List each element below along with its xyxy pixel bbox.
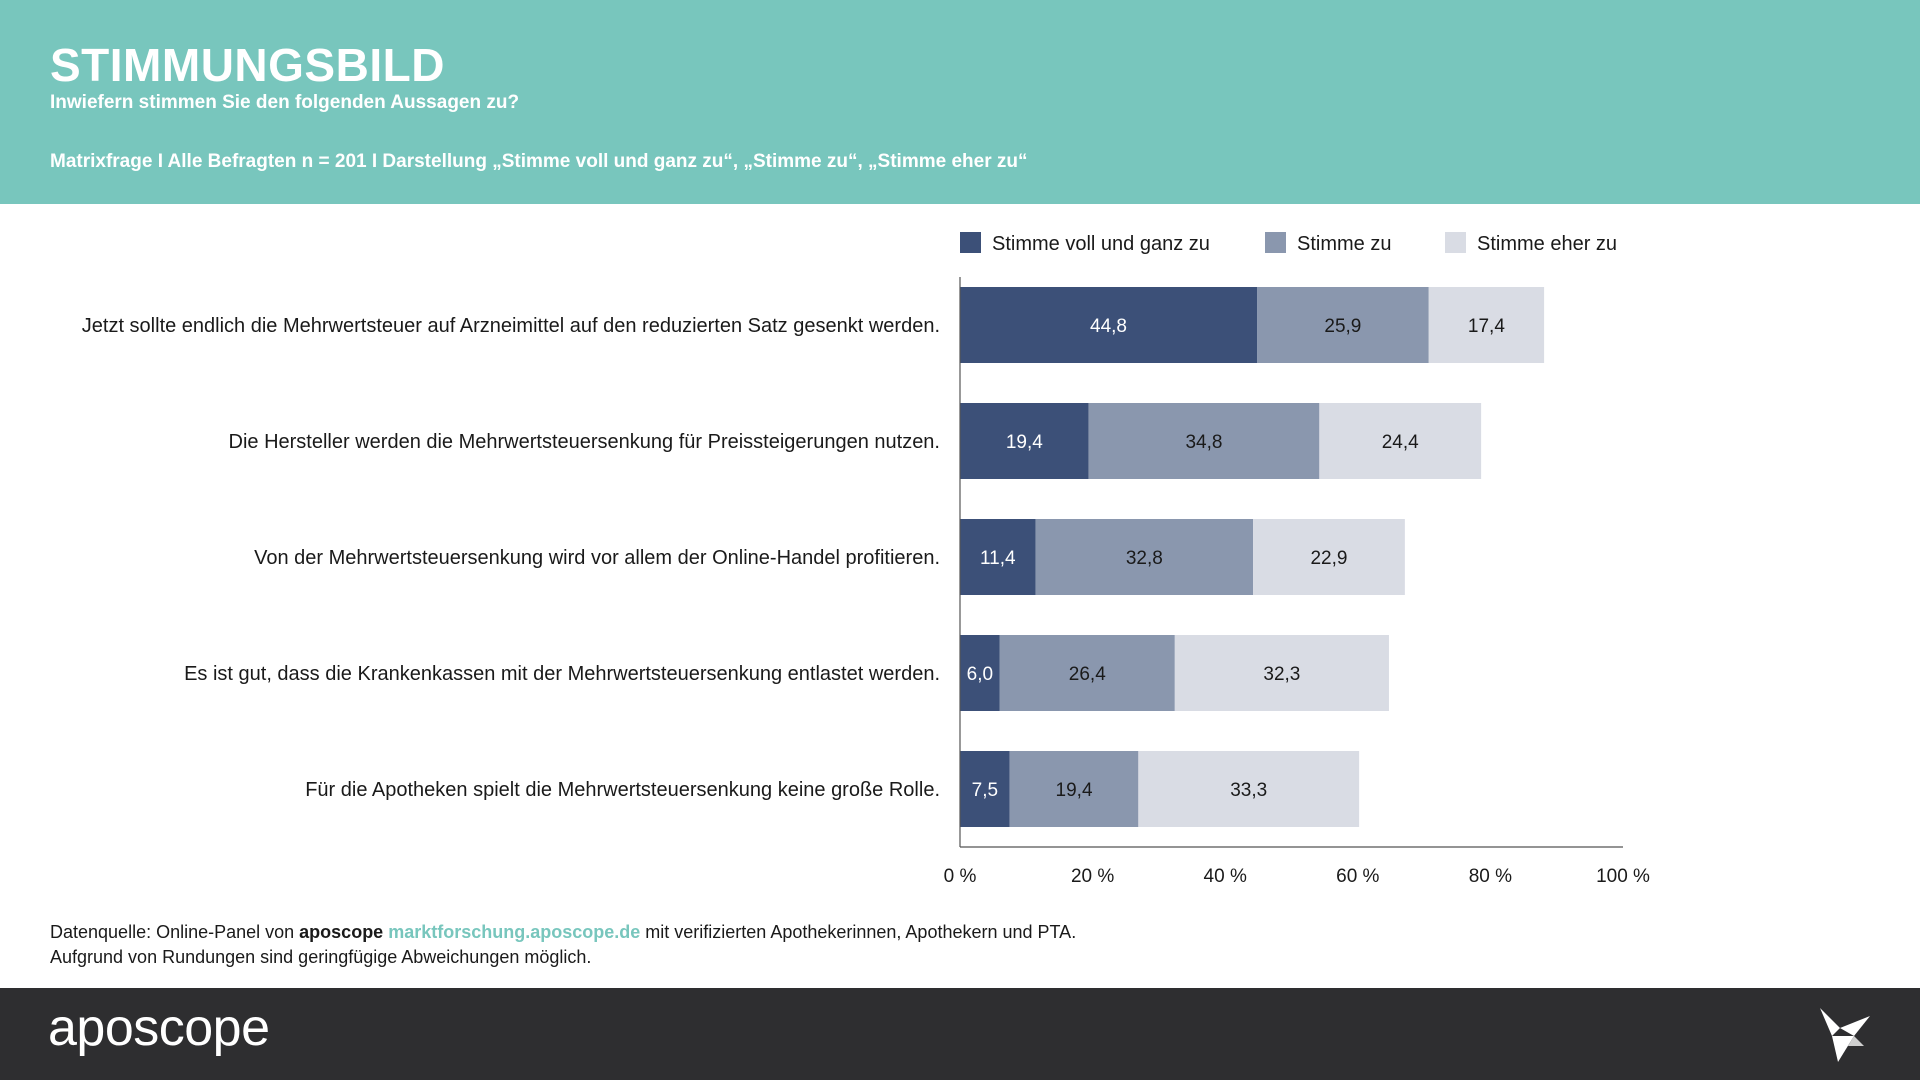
legend-swatch	[960, 232, 981, 253]
bar-segment	[999, 635, 1175, 711]
survey-meta: Matrixfrage I Alle Befragten n = 201 I D…	[50, 151, 1028, 172]
value-label: 24,4	[1382, 432, 1419, 453]
source-brand: aposcope	[299, 922, 384, 942]
value-label: 25,9	[1324, 316, 1361, 337]
bar-segment	[1035, 519, 1254, 595]
source-note: Datenquelle: Online-Panel von aposcope m…	[50, 920, 1076, 970]
source-suffix: mit verifizierten Apothekerinnen, Apothe…	[640, 922, 1077, 942]
bar-segment	[960, 751, 1010, 827]
value-label: 7,5	[972, 780, 998, 801]
bar-segment	[1009, 751, 1139, 827]
bar-segment	[1174, 635, 1389, 711]
bird-icon	[1820, 1008, 1870, 1062]
header-banner: STIMMUNGSBILD Inwiefern stimmen Sie den …	[0, 0, 1920, 204]
value-label: 32,3	[1263, 664, 1300, 685]
x-tick-label: 0 %	[944, 866, 977, 887]
page-subtitle: Inwiefern stimmen Sie den folgenden Auss…	[50, 92, 520, 113]
bar-segment	[1319, 403, 1482, 479]
bar-segment	[1257, 287, 1429, 363]
value-label: 19,4	[1056, 780, 1093, 801]
category-label: Es ist gut, dass die Krankenkassen mit d…	[184, 663, 940, 685]
value-label: 26,4	[1069, 664, 1106, 685]
bar-segment	[960, 287, 1258, 363]
value-label: 32,8	[1126, 548, 1163, 569]
x-tick-label: 60 %	[1336, 866, 1379, 887]
footer-bar: aposcope	[0, 988, 1920, 1080]
bar-segment	[1253, 519, 1405, 595]
legend-swatch	[1445, 232, 1466, 253]
value-label: 22,9	[1310, 548, 1347, 569]
bar-segment	[960, 635, 1000, 711]
legend-label: Stimme zu	[1297, 233, 1391, 255]
value-label: 33,3	[1230, 780, 1267, 801]
category-label: Für die Apotheken spielt die Mehrwertste…	[305, 779, 940, 801]
source-line-2: Aufgrund von Rundungen sind geringfügige…	[50, 947, 592, 967]
bar-segment	[960, 519, 1036, 595]
stacked-bar-chart: Stimme voll und ganz zu Stimme zu Stimme e…	[82, 232, 1650, 887]
value-label: 6,0	[967, 664, 993, 685]
x-tick-label: 20 %	[1071, 866, 1114, 887]
value-label: 19,4	[1006, 432, 1043, 453]
source-prefix: Datenquelle: Online-Panel von	[50, 922, 300, 942]
legend-label: Stimme eher zu	[1477, 233, 1617, 255]
category-label: Jetzt sollte endlich die Mehrwertsteuer …	[82, 315, 940, 337]
category-label: Von der Mehrwertsteuersenkung wird vor a…	[254, 547, 940, 569]
source-link[interactable]: marktforschung.aposcope.de	[388, 922, 641, 942]
bar-segment	[960, 403, 1089, 479]
page-title: STIMMUNGSBILD	[50, 39, 445, 91]
value-label: 44,8	[1090, 316, 1127, 337]
x-tick-label: 80 %	[1469, 866, 1512, 887]
legend-swatch	[1265, 232, 1286, 253]
x-tick-label: 40 %	[1204, 866, 1247, 887]
bar-segment	[1428, 287, 1545, 363]
value-label: 34,8	[1185, 432, 1222, 453]
x-tick-label: 100 %	[1596, 866, 1650, 887]
category-label: Die Hersteller werden die Mehrwertsteuer…	[229, 431, 940, 453]
value-label: 17,4	[1468, 316, 1505, 337]
bar-segment	[1138, 751, 1360, 827]
legend-label: Stimme voll und ganz zu	[992, 233, 1210, 255]
aposcope-logo: aposcope	[48, 999, 270, 1057]
source-line-1: Datenquelle: Online-Panel von aposcope m…	[50, 920, 1076, 945]
bar-segment	[1088, 403, 1320, 479]
value-label: 11,4	[980, 548, 1016, 569]
